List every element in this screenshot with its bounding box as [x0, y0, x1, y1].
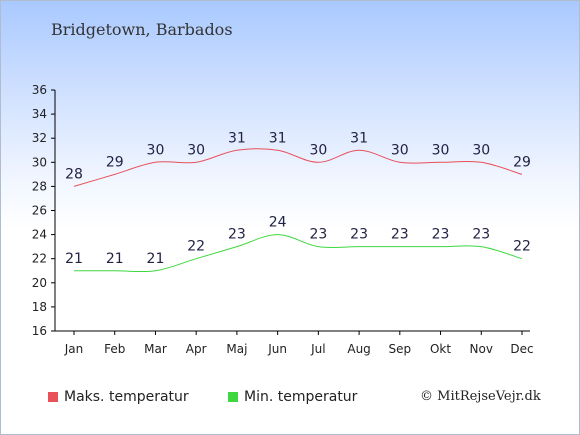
x-tick-label: Nov	[470, 342, 493, 356]
x-tick-label: Apr	[186, 342, 207, 356]
data-label-max: 29	[513, 154, 531, 170]
x-tick-label: Mar	[144, 342, 167, 356]
data-label-max: 31	[350, 130, 368, 146]
data-label-min: 22	[187, 239, 205, 255]
y-tick-label: 24	[32, 228, 47, 242]
x-tick-label: Okt	[430, 342, 451, 356]
data-label-min: 23	[350, 227, 368, 243]
x-tick-label: Sep	[389, 342, 412, 356]
data-label-min: 23	[391, 227, 409, 243]
y-tick-label: 16	[32, 324, 47, 338]
series-line-min	[73, 234, 523, 273]
data-label-max: 31	[228, 130, 246, 146]
y-tick-label: 20	[32, 276, 47, 290]
y-tick-label: 18	[32, 300, 47, 314]
data-label-min: 23	[472, 227, 490, 243]
data-label-max: 30	[391, 142, 409, 158]
data-label-max: 28	[65, 166, 83, 182]
y-tick-label: 22	[32, 252, 47, 266]
data-label-min: 21	[106, 251, 124, 267]
x-tick-label: Dec	[510, 342, 533, 356]
x-tick-label: Feb	[104, 342, 125, 356]
data-label-min: 21	[65, 251, 83, 267]
data-label-min: 23	[228, 227, 246, 243]
x-tick-label: Aug	[347, 342, 370, 356]
data-label-min: 24	[269, 215, 287, 231]
data-label-max: 30	[147, 142, 165, 158]
y-tick-label: 32	[32, 131, 47, 145]
x-tick-label: Jan	[64, 342, 84, 356]
x-tick-label: Jun	[267, 342, 287, 356]
y-tick-label: 26	[32, 204, 47, 218]
series-line-max	[73, 148, 523, 187]
data-label-max: 30	[432, 142, 450, 158]
x-tick-label: Jul	[310, 342, 325, 356]
chart-title: Bridgetown, Barbados	[51, 20, 233, 39]
data-label-min: 22	[513, 239, 531, 255]
data-label-max: 30	[472, 142, 490, 158]
data-label-min: 23	[432, 227, 450, 243]
data-label-max: 29	[106, 154, 124, 170]
data-label-max: 30	[187, 142, 205, 158]
y-tick-label: 34	[32, 107, 47, 121]
data-label-min: 21	[147, 251, 165, 267]
data-label-min: 23	[309, 227, 327, 243]
x-tick-label: Maj	[226, 342, 247, 356]
y-tick-label: 30	[32, 155, 47, 169]
y-tick-label: 36	[32, 83, 47, 97]
data-label-max: 31	[269, 130, 287, 146]
data-label-max: 30	[309, 142, 327, 158]
y-tick-label: 28	[32, 179, 47, 193]
